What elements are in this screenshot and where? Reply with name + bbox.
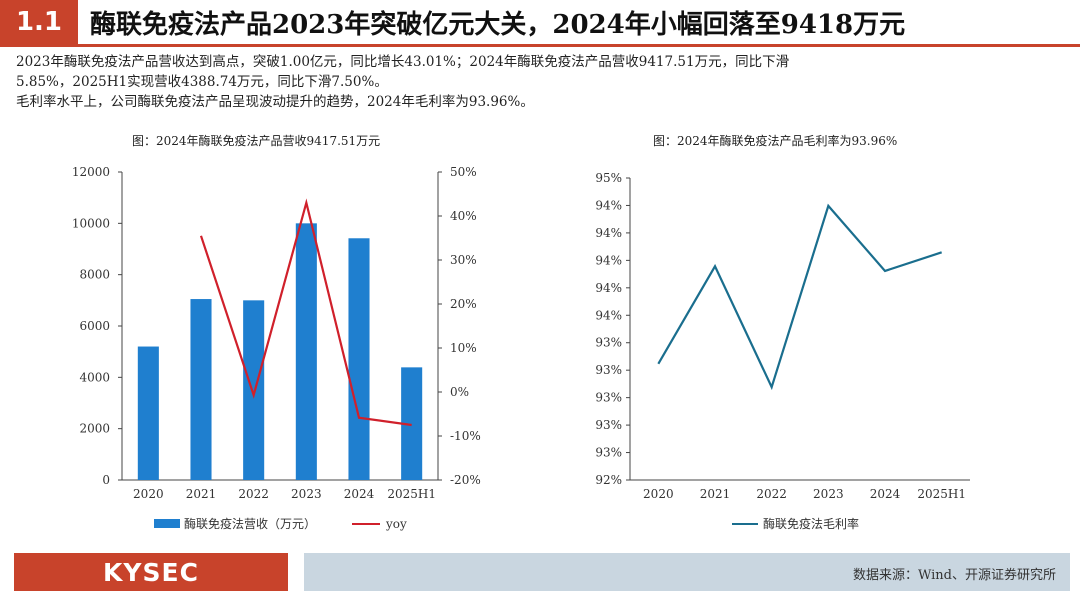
y-tick-label: 93%	[595, 418, 622, 432]
right-tick-label: -20%	[450, 473, 481, 487]
kysec-logo: KYSEC	[103, 557, 199, 587]
description-line-2: 5.85%，2025H1实现营收4388.74万元，同比下滑7.50%。	[16, 74, 388, 90]
x-tick-label: 2024	[870, 487, 901, 501]
revenue-bar	[348, 238, 370, 480]
right-tick-label: 40%	[450, 209, 477, 223]
revenue-bar	[137, 346, 159, 480]
left-tick-label: 10000	[72, 216, 110, 230]
y-tick-label: 93%	[595, 391, 622, 405]
left-tick-label: 2000	[79, 422, 110, 436]
right-tick-label: 50%	[450, 165, 477, 179]
chart2-title: 图：2024年酶联免疫法产品毛利率为93.96%	[653, 134, 898, 148]
y-tick-label: 94%	[595, 308, 622, 322]
yoy-line	[199, 198, 412, 427]
y-tick-label: 94%	[595, 281, 622, 295]
description: 2023年酶联免疫法产品营收达到高点，突破1.00亿元，同比增长43.01%；2…	[16, 52, 1066, 112]
footer-source-bar: 数据来源：Wind、开源证券研究所	[304, 553, 1070, 591]
legend-margin-label: 酶联免疫法毛利率	[763, 516, 859, 531]
right-tick-label: 10%	[450, 341, 477, 355]
left-tick-label: 0	[102, 473, 110, 487]
x-tick-label: 2022	[238, 487, 269, 501]
chart1-title: 图：2024年酶联免疫法产品营收9417.51万元	[132, 134, 381, 148]
y-tick-label: 94%	[595, 253, 622, 267]
right-tick-label: 30%	[450, 253, 477, 267]
revenue-bar	[190, 299, 212, 480]
revenue-bar	[295, 223, 317, 480]
page-title: 酶联免疫法产品2023年突破亿元大关，2024年小幅回落至9418万元	[90, 10, 906, 40]
left-tick-label: 4000	[79, 370, 110, 384]
footer-logo-bar: KYSEC	[14, 553, 288, 591]
revenue-chart: 0 2000 4000 6000 8000 10000 12000 -20% -10% 0% 10%…	[72, 165, 481, 531]
x-tick-label: 2024	[344, 487, 375, 501]
y-tick-label: 93%	[595, 363, 622, 377]
revenue-bar	[401, 367, 423, 480]
x-tick-label: 2020	[643, 487, 674, 501]
gross-margin-line	[657, 203, 943, 391]
x-tick-label: 2025H1	[387, 487, 436, 501]
right-tick-label: -10%	[450, 429, 481, 443]
legend-yoy-label: yoy	[385, 517, 407, 531]
y-tick-label: 94%	[595, 226, 622, 240]
legend-revenue-label: 酶联免疫法营收（万元）	[184, 516, 316, 531]
x-tick-label: 2023	[813, 487, 844, 501]
description-line-3: 毛利率水平上，公司酶联免疫法产品呈现波动提升的趋势，2024年毛利率为93.96…	[16, 94, 534, 110]
right-tick-label: 0%	[450, 385, 469, 399]
y-tick-label: 94%	[595, 198, 622, 212]
header: 1.1 酶联免疫法产品2023年突破亿元大关，2024年小幅回落至9418万元	[0, 0, 1080, 44]
y-tick-label: 93%	[595, 446, 622, 460]
data-source: 数据来源：Wind、开源证券研究所	[853, 568, 1056, 583]
gross-margin-chart: 92% 93% 93% 93% 93% 93% 94% 94% 94% 94% 94% 95% 2020…	[595, 171, 970, 531]
right-tick-label: 20%	[450, 297, 477, 311]
section-number: 1.1	[0, 0, 78, 44]
y-tick-label: 92%	[595, 473, 622, 487]
y-tick-label: 93%	[595, 336, 622, 350]
x-tick-label: 2021	[700, 487, 731, 501]
left-tick-label: 12000	[72, 165, 110, 179]
description-line-1: 2023年酶联免疫法产品营收达到高点，突破1.00亿元，同比增长43.01%；2…	[16, 54, 790, 70]
legend-revenue-swatch	[154, 519, 180, 528]
x-tick-label: 2023	[291, 487, 322, 501]
x-tick-label: 2022	[756, 487, 787, 501]
x-tick-label: 2021	[186, 487, 217, 501]
revenue-bar	[243, 300, 265, 480]
x-tick-label: 2020	[133, 487, 164, 501]
left-tick-label: 6000	[79, 319, 110, 333]
left-tick-label: 8000	[79, 268, 110, 282]
title-divider	[0, 44, 1080, 47]
x-tick-label: 2025H1	[917, 487, 966, 501]
y-tick-label: 95%	[595, 171, 622, 185]
